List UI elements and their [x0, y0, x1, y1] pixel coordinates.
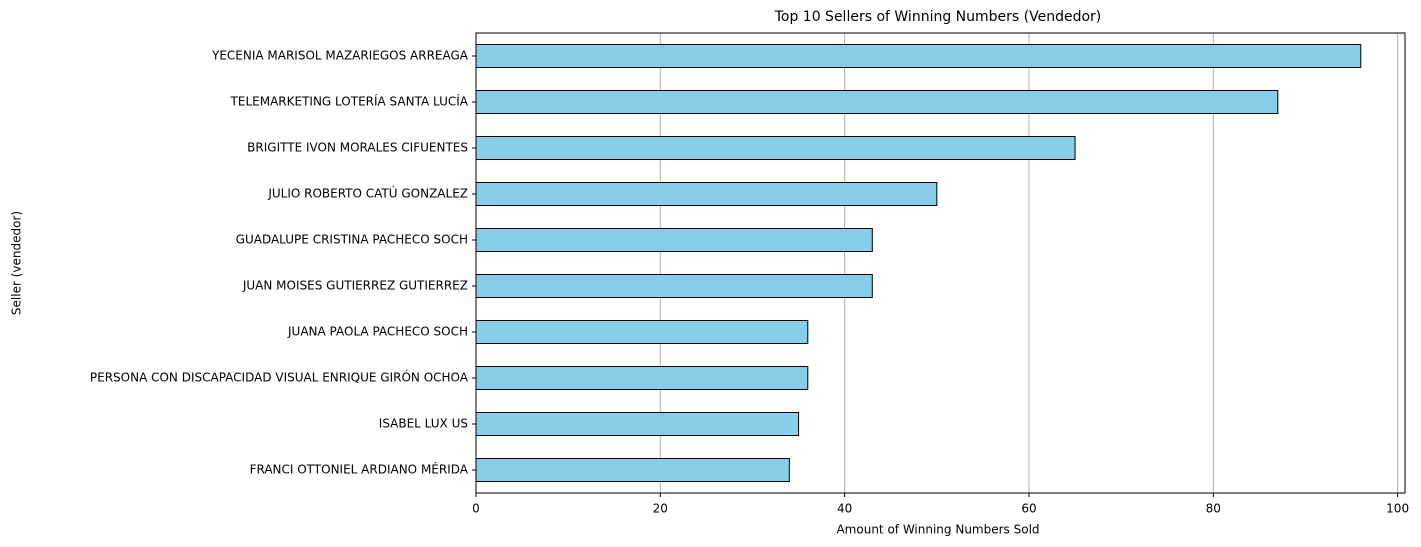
y-tick-label: YECENIA MARISOL MAZARIEGOS ARREAGA	[211, 49, 469, 63]
bar	[475, 274, 873, 298]
bar	[475, 228, 873, 252]
x-tick-label: 40	[837, 502, 852, 516]
plot-frame	[475, 32, 1406, 494]
x-tick-label: 80	[1206, 502, 1221, 516]
bar	[475, 320, 809, 344]
x-tick-label: 100	[1386, 502, 1409, 516]
bar	[475, 136, 1076, 160]
y-tick-label: TELEMARKETING LOTERÍA SANTA LUCÍA	[230, 94, 469, 109]
x-tick-label: 0	[472, 502, 480, 516]
y-tick-label: GUADALUPE CRISTINA PACHECO SOCH	[236, 233, 468, 247]
y-tick-label: BRIGITTE IVON MORALES CIFUENTES	[247, 141, 468, 155]
bar	[475, 412, 800, 436]
y-tick-label: JUANA PAOLA PACHECO SOCH	[287, 325, 468, 339]
bar	[475, 366, 809, 390]
x-tick-label: 60	[1021, 502, 1036, 516]
chart-title: Top 10 Sellers of Winning Numbers (Vende…	[774, 9, 1102, 25]
y-tick-label: FRANCI OTTONIEL ARDIANO MÉRIDA	[250, 462, 469, 477]
bar	[475, 458, 790, 482]
bar	[475, 44, 1362, 68]
y-tick-label: JULIO ROBERTO CATÚ GONZALEZ	[267, 186, 468, 201]
y-tick-label: JUAN MOISES GUTIERREZ GUTIERREZ	[242, 279, 468, 293]
y-axis-label: Seller (vendedor)	[10, 211, 24, 315]
x-tick-label: 20	[653, 502, 668, 516]
y-tick-label: PERSONA CON DISCAPACIDAD VISUAL ENRIQUE …	[90, 370, 469, 385]
bar	[475, 90, 1279, 114]
x-axis-label: Amount of Winning Numbers Sold	[836, 523, 1039, 537]
bar	[475, 182, 938, 206]
y-tick-label: ISABEL LUX US	[379, 417, 468, 431]
